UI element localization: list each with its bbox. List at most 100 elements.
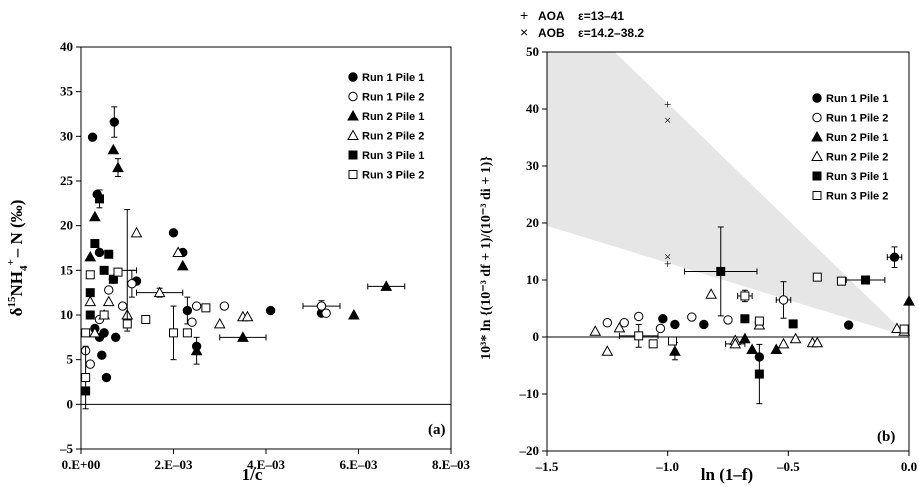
data-point [102,295,115,307]
aoa-point: + [664,256,671,271]
data-point [127,279,137,289]
data-point [182,328,192,338]
data-point [95,194,104,204]
legend-label: Run 1 Pile 1 [826,93,888,105]
data-point [168,228,179,238]
y-tick-label: 20 [526,215,539,230]
y-tick-label: 50 [526,44,539,59]
y-tick-label: 40 [60,39,73,54]
data-point [619,318,629,328]
data-point [740,314,750,324]
data-point [169,328,178,338]
legend-marker [348,91,358,102]
data-point [94,247,105,258]
y-tick-label: 10 [60,307,73,322]
data-point [84,250,97,262]
legend-marker [348,170,358,179]
aoa-label: AOA [538,9,565,23]
data-point [176,259,189,271]
legend-label: Run 2 Pile 2 [826,152,888,164]
panel-b-ylabel: 10³* ln {(10⁻³ df + 1)/(10⁻³ di + 1)} [479,156,494,360]
data-point [634,331,644,341]
legend-label: Run 3 Pile 1 [826,171,888,183]
y-tick-label: –20 [519,443,540,458]
x-tick-label: 2.E–03 [155,457,193,472]
data-point [187,317,197,327]
data-point [380,280,393,291]
plot-frame [80,46,452,450]
plot-frame [546,51,910,452]
data-point [89,210,101,222]
data-point [754,369,764,379]
y-tick-label: 0 [533,329,540,344]
data-point [172,246,184,257]
legend: Run 1 Pile 1 Run 1 Pile 2 Run 2 Pile 1 Run … [811,93,888,203]
data-point [667,336,677,346]
y-tick-label: 15 [60,262,74,277]
aob-symbol: × [520,24,528,40]
series-run-1-pile-1 [87,106,327,383]
data-point [130,226,143,238]
data-point [348,308,360,320]
x-tick-label: 6.E–03 [340,457,378,472]
aob-epsilon: ε=14.2–38.2 [578,26,644,40]
legend-marker [347,109,359,121]
data-point [99,328,109,338]
data-point [770,343,783,355]
data-point [699,319,709,330]
y-tick-label: 35 [60,84,74,99]
legend-label: Run 1 Pile 2 [826,113,888,125]
y-tick-label: 20 [60,218,73,233]
data-point [658,314,668,324]
series-run-3-pile-1 [684,226,886,405]
legend-marker [811,130,823,142]
legend-marker [347,129,359,140]
data-point [190,344,203,356]
data-point [84,295,97,307]
epsilon-shaded-region [547,52,909,337]
aoa-symbol: + [520,7,528,23]
data-point [777,337,790,349]
series-run-3-pile-2 [618,272,909,349]
data-point [746,343,758,355]
data-point [101,372,112,383]
legend-label: Run 3 Pile 2 [362,170,424,182]
aoa-point: + [664,96,671,111]
data-point [141,314,151,324]
data-point [811,336,824,348]
series-run-2-pile-2 [84,226,254,338]
data-point [182,305,193,316]
y-tick-label: –10 [519,386,540,401]
aoa-epsilon: ε=13–41 [578,9,624,23]
data-point [153,286,166,298]
data-point [670,319,680,330]
legend: Run 1 Pile 1 Run 1 Pile 2 Run 2 Pile 1 Run … [347,72,424,182]
data-point [861,275,871,285]
data-point [191,301,202,311]
data-point [237,331,249,342]
series-run-2-pile-1 [84,143,406,365]
data-point [117,301,128,311]
data-point [705,288,717,299]
data-point [778,295,789,305]
data-point [85,359,95,369]
y-tick-label: 30 [526,158,539,173]
aob-label: AOB [538,26,565,40]
data-point [316,301,327,311]
series-run-3-pile-2 [81,209,211,410]
x-tick-label: –0.5 [776,459,800,474]
data-point [122,319,132,329]
legend-label: Run 2 Pile 1 [826,132,888,144]
data-point [113,267,123,277]
data-point [81,328,91,338]
data-point [97,350,107,360]
data-point [321,308,331,318]
panel-a-label: (a) [428,422,446,438]
data-point [716,266,726,276]
data-point [655,323,666,334]
legend-marker [812,93,822,103]
data-point [81,373,91,383]
data-point [201,303,211,313]
